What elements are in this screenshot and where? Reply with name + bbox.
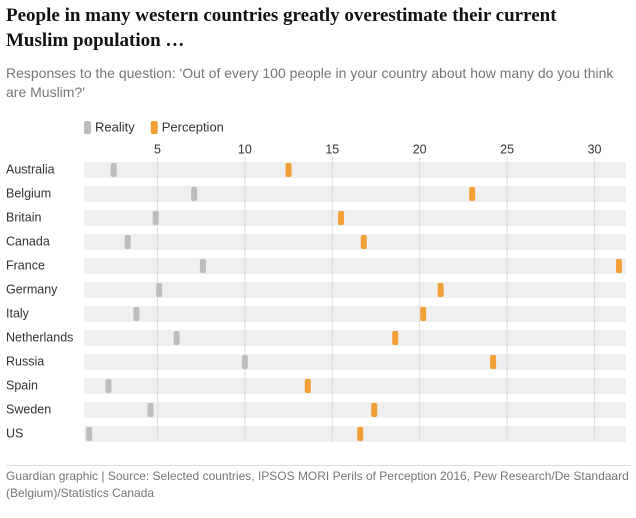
row-band <box>84 330 626 346</box>
dot-marker <box>86 427 93 441</box>
y-tick-label: US <box>6 426 23 440</box>
dot-marker <box>241 355 248 369</box>
y-tick-label: Australia <box>6 162 55 176</box>
x-tick-label: 5 <box>154 142 161 156</box>
dot-marker <box>616 259 623 273</box>
row-band <box>84 282 626 298</box>
y-tick-label: Belgium <box>6 186 51 200</box>
dot-marker <box>156 283 163 297</box>
x-tick-label: 15 <box>325 142 339 156</box>
row-band <box>84 354 626 370</box>
row-band <box>84 402 626 418</box>
dot-marker <box>490 355 497 369</box>
y-tick-label: Spain <box>6 378 38 392</box>
source-note: Guardian graphic | Source: Selected coun… <box>6 465 630 502</box>
y-tick-label: Sweden <box>6 402 51 416</box>
y-tick-label: Germany <box>6 282 58 296</box>
dot-marker <box>199 259 206 273</box>
dot-marker <box>173 331 180 345</box>
row-band <box>84 426 626 442</box>
dot-marker <box>110 163 117 177</box>
dot-marker <box>105 379 112 393</box>
dot-marker <box>147 403 154 417</box>
x-tick-label: 10 <box>238 142 252 156</box>
y-tick-label: France <box>6 258 45 272</box>
dot-marker <box>360 235 367 249</box>
x-tick-label: 30 <box>588 142 602 156</box>
dot-marker <box>338 211 345 225</box>
chart-subtitle: Responses to the question: 'Out of every… <box>6 65 614 100</box>
y-tick-label: Russia <box>6 354 44 368</box>
dot-marker <box>191 187 198 201</box>
row-band <box>84 162 626 178</box>
dot-marker <box>392 331 399 345</box>
dot-marker <box>469 187 476 201</box>
dot-marker <box>152 211 159 225</box>
dot-marker <box>371 403 378 417</box>
dot-marker <box>285 163 292 177</box>
legend-label: Reality <box>95 119 135 134</box>
row-band <box>84 258 626 274</box>
dot-marker <box>420 307 427 321</box>
dot-marker <box>437 283 444 297</box>
y-tick-label: Canada <box>6 234 50 248</box>
row-band <box>84 186 626 202</box>
x-tick-label: 25 <box>500 142 514 156</box>
dot-marker <box>357 427 364 441</box>
dot-marker <box>133 307 140 321</box>
chart-title: People in many western countries greatly… <box>6 5 557 51</box>
legend-label: Perception <box>162 119 224 134</box>
row-band <box>84 378 626 394</box>
legend-swatch <box>150 121 158 134</box>
dot-marker <box>304 379 311 393</box>
x-tick-label: 20 <box>413 142 427 156</box>
row-band <box>84 210 626 226</box>
chart: Reality Perception Australia Belgium Britain… <box>6 119 626 442</box>
y-tick-label: Italy <box>6 306 30 320</box>
row-band <box>84 234 626 250</box>
y-tick-label: Britain <box>6 210 41 224</box>
dot-marker <box>124 235 131 249</box>
row-band <box>84 306 626 322</box>
legend-swatch <box>84 121 91 134</box>
y-tick-label: Netherlands <box>6 330 73 344</box>
